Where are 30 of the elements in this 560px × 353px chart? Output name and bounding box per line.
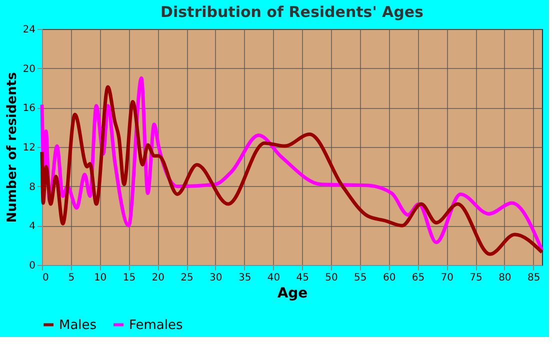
y-tick-label: 0 xyxy=(29,260,36,272)
y-tick-label: 16 xyxy=(22,103,36,114)
x-tick-label: 35 xyxy=(238,272,252,284)
y-tick-label: 20 xyxy=(22,64,36,75)
x-tick-label: 0 xyxy=(42,272,49,284)
x-tick-label: 65 xyxy=(412,272,425,284)
y-tick-label: 24 xyxy=(22,24,36,36)
x-tick-label: 30 xyxy=(210,272,222,284)
y-tick-label: 8 xyxy=(29,182,36,193)
chart-title: Distribution of Residents' Ages xyxy=(160,3,424,21)
x-tick-label: 70 xyxy=(440,272,454,284)
x-tick-label: 55 xyxy=(354,272,367,284)
legend-label: Males xyxy=(59,318,97,333)
x-tick-label: 50 xyxy=(325,272,338,284)
x-tick-label: 80 xyxy=(498,272,512,284)
x-tick-label: 40 xyxy=(267,272,280,284)
x-tick-label: 75 xyxy=(470,272,482,284)
x-axis-title: Age xyxy=(277,286,308,302)
x-tick-label: 10 xyxy=(94,272,107,284)
x-tick-label: 45 xyxy=(296,272,309,284)
x-tick-label: 20 xyxy=(152,272,164,284)
x-tick-label: 85 xyxy=(527,272,540,284)
x-tick-label: 25 xyxy=(180,272,194,284)
y-axis-title: Number of residents xyxy=(4,72,20,223)
y-tick-label: 12 xyxy=(22,142,36,154)
x-tick-label: 15 xyxy=(122,272,136,284)
x-tick-label: 5 xyxy=(68,272,75,284)
x-tick-label: 60 xyxy=(382,272,396,284)
y-tick-label: 4 xyxy=(29,221,36,232)
legend-label: Females xyxy=(129,318,184,333)
